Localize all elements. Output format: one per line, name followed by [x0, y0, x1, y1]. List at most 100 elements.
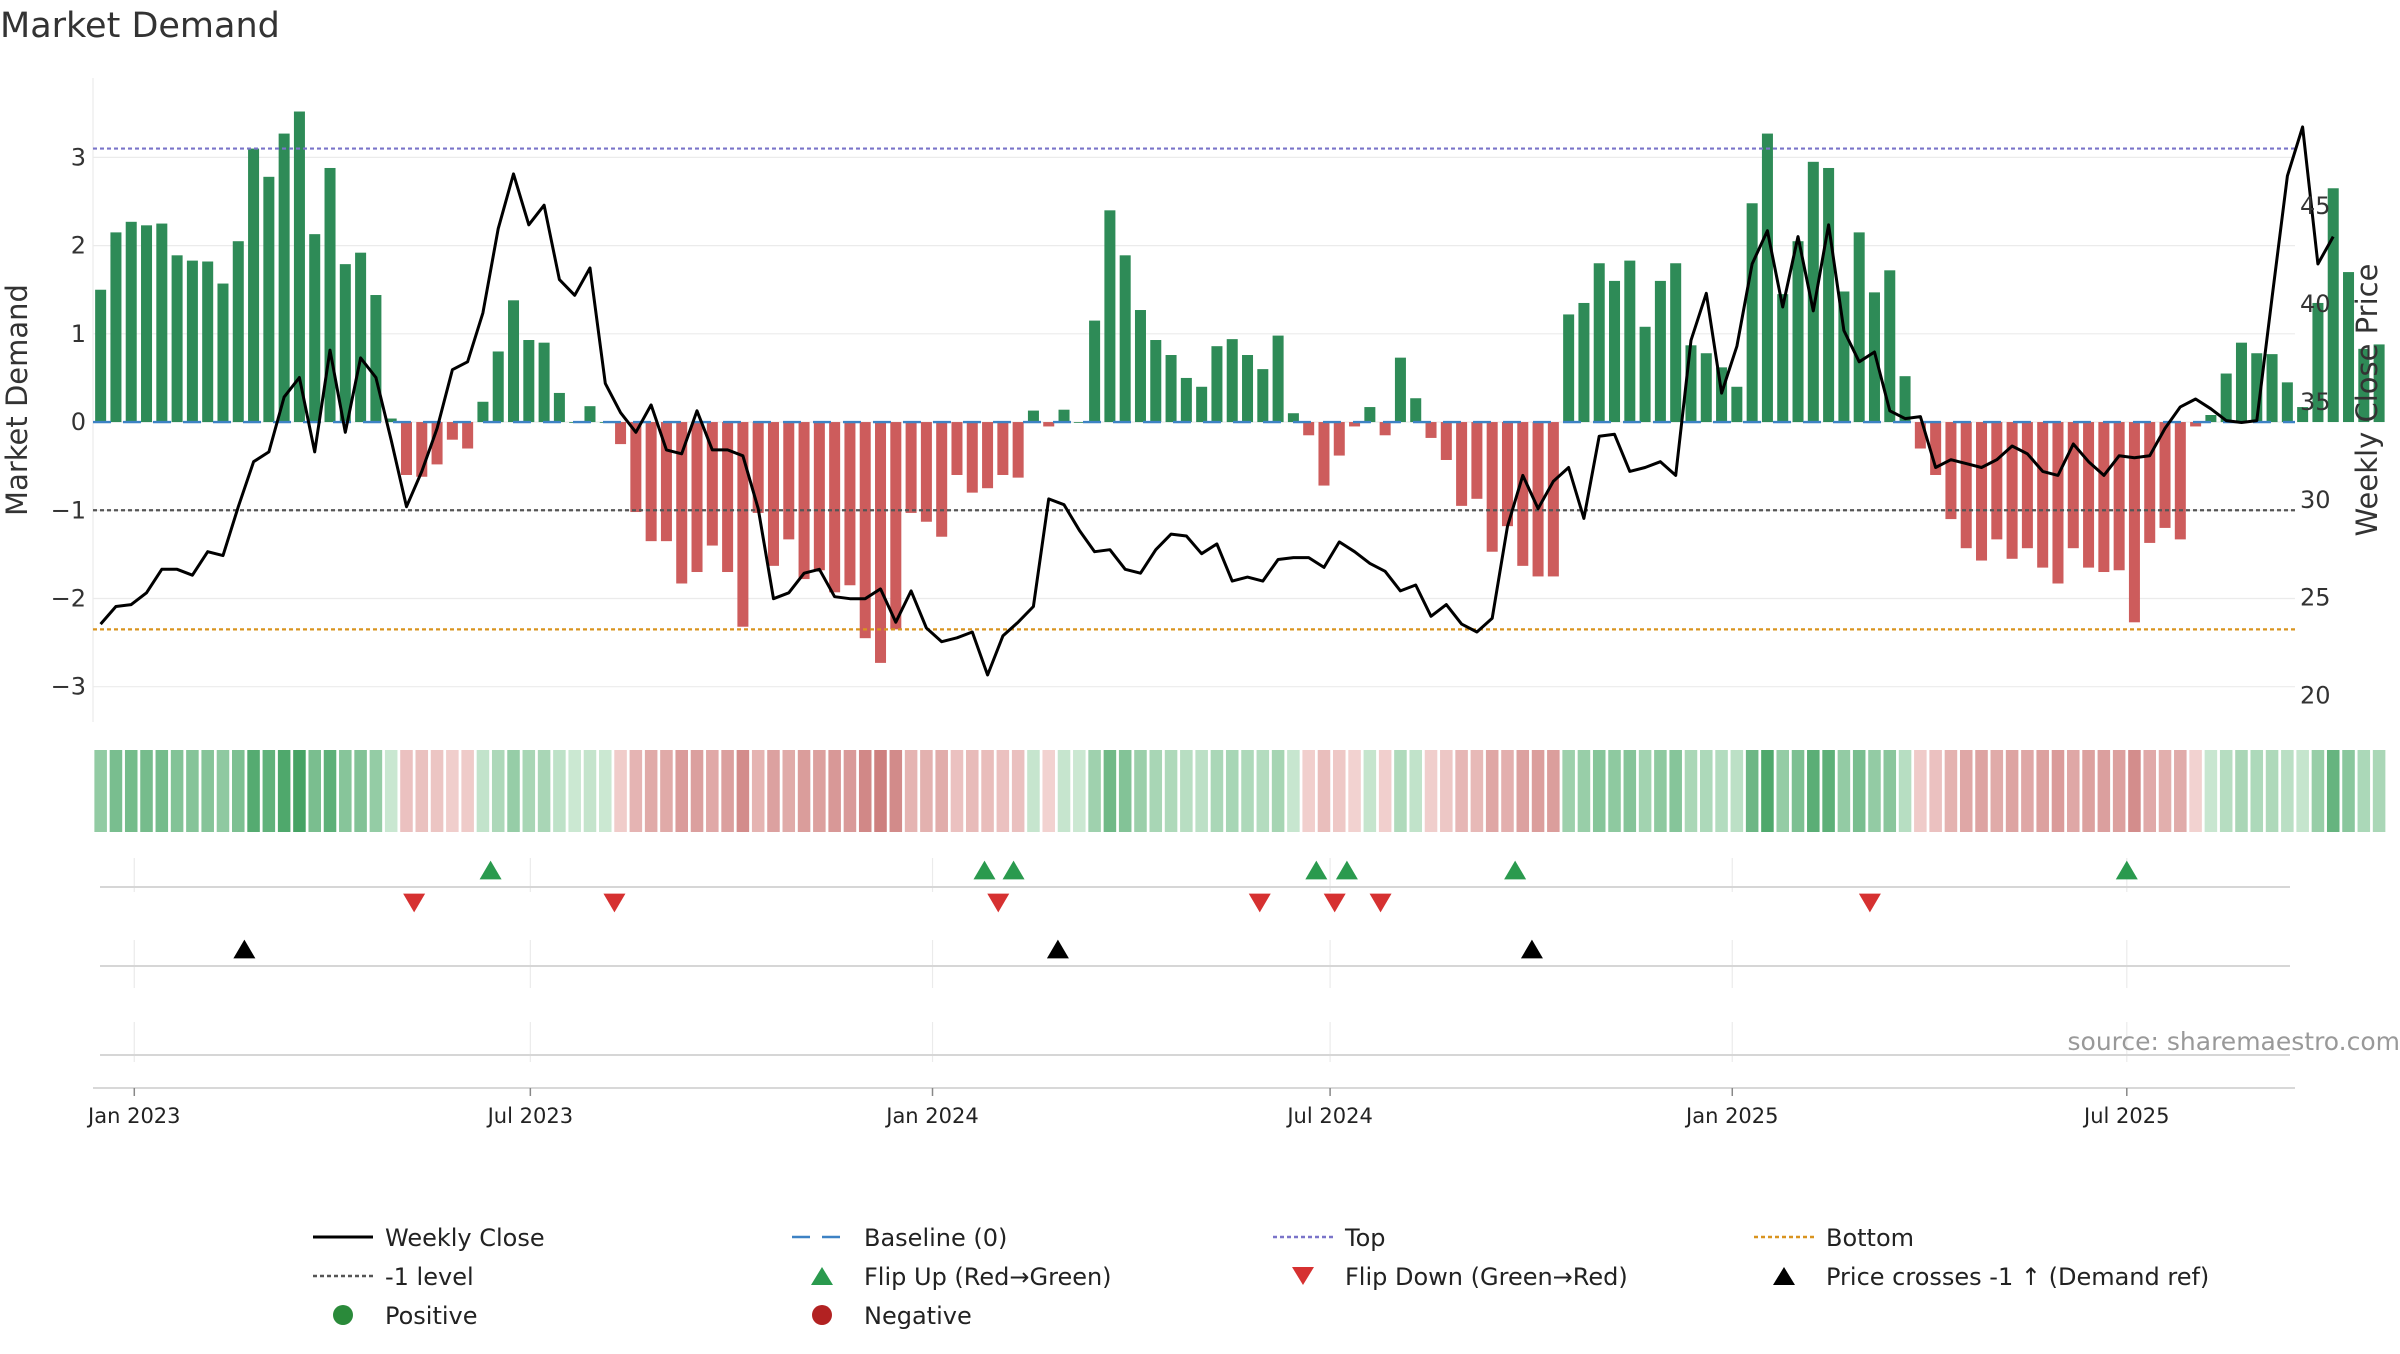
strip-cell — [1058, 750, 1071, 832]
price-cross-marker — [1047, 940, 1069, 959]
positive-bar — [1731, 387, 1742, 422]
strip-cell — [1685, 750, 1698, 832]
strip-cell — [1746, 750, 1759, 832]
strip-cell — [675, 750, 688, 832]
strip-cell — [431, 750, 444, 832]
strip-cell — [2021, 750, 2034, 832]
strip-cell — [263, 750, 276, 832]
strip-cell — [354, 750, 367, 832]
negative-bar — [1426, 422, 1437, 438]
strip-cell — [400, 750, 413, 832]
strip-cell — [890, 750, 903, 832]
positive-bar — [1150, 340, 1161, 422]
positive-bar — [1242, 355, 1253, 422]
strip-cell — [997, 750, 1010, 832]
gridlines — [93, 157, 2295, 1062]
strip-cell — [492, 750, 505, 832]
strip-cell — [171, 750, 184, 832]
strip-cell — [1180, 750, 1193, 832]
strip-cell — [1776, 750, 1789, 832]
positive-bar — [1104, 210, 1115, 422]
positive-bar — [584, 406, 595, 422]
strip-cell — [186, 750, 199, 832]
negative-bar — [936, 422, 947, 537]
positive-bar — [2267, 354, 2278, 422]
positive-bar — [248, 149, 259, 422]
negative-bar — [447, 422, 458, 440]
strip-cell — [1960, 750, 1973, 832]
strip-cell — [706, 750, 719, 832]
strip-cell — [935, 750, 948, 832]
strip-cell — [1654, 750, 1667, 832]
positive-bar — [539, 343, 550, 422]
strip-cell — [1318, 750, 1331, 832]
flip-down-marker — [1859, 894, 1881, 913]
strip-cell — [110, 750, 123, 832]
positive-bar — [1655, 281, 1666, 422]
strip-cell — [813, 750, 826, 832]
strip-cell — [1119, 750, 1132, 832]
strip-cell — [2143, 750, 2156, 832]
positive-bar — [1578, 303, 1589, 422]
strip-cell — [1012, 750, 1025, 832]
strip-cell — [538, 750, 551, 832]
strip-cell — [1517, 750, 1530, 832]
positive-bar — [263, 177, 274, 422]
legend-item-positive: Positive — [333, 1302, 478, 1330]
strip-cell — [783, 750, 796, 832]
strip-cell — [232, 750, 245, 832]
x-tick-label: Jan 2023 — [86, 1104, 181, 1128]
triangle-down-icon — [1292, 1267, 1314, 1285]
strip-cell — [1715, 750, 1728, 832]
strip-cell — [2159, 750, 2172, 832]
negative-bar — [615, 422, 626, 444]
strip-cell — [1226, 750, 1239, 832]
strip-cell — [584, 750, 597, 832]
positive-bar — [1640, 327, 1651, 422]
legend-label: Flip Up (Red→Green) — [864, 1263, 1112, 1291]
strip-cell — [94, 750, 107, 832]
x-tick-label: Jul 2025 — [2082, 1104, 2169, 1128]
negative-bar — [1013, 422, 1024, 478]
strip-cell — [1608, 750, 1621, 832]
legend-label: Baseline (0) — [864, 1224, 1007, 1252]
strip-cell — [2220, 750, 2233, 832]
positive-bar — [508, 300, 519, 422]
strip-cell — [2128, 750, 2141, 832]
negative-bar — [646, 422, 657, 541]
negative-bar — [783, 422, 794, 539]
positive-bar — [1028, 411, 1039, 422]
strip-cell — [446, 750, 459, 832]
negative-bar — [1318, 422, 1329, 486]
strip-cell — [1379, 750, 1392, 832]
strip-cell — [920, 750, 933, 832]
strip-cell — [1272, 750, 1285, 832]
strip-cell — [1914, 750, 1927, 832]
positive-bar — [370, 295, 381, 422]
strip-cell — [1547, 750, 1560, 832]
legend-item-baseline: Baseline (0) — [792, 1224, 1007, 1252]
positive-bar — [2221, 374, 2232, 423]
positive-bar — [126, 222, 137, 422]
strip-cell — [737, 750, 750, 832]
strip-cell — [905, 750, 918, 832]
strip-cell — [966, 750, 979, 832]
positive-bar — [1670, 263, 1681, 422]
negative-bar — [1945, 422, 1956, 519]
strip-cell — [2006, 750, 2019, 832]
legend-label: Top — [1344, 1224, 1386, 1252]
strip-cell — [385, 750, 398, 832]
strip-cell — [828, 750, 841, 832]
strip-cell — [1348, 750, 1361, 832]
positive-bar — [1563, 314, 1574, 422]
positive-bar — [355, 253, 366, 422]
positive-bar — [523, 340, 534, 422]
negative-bar — [2083, 422, 2094, 568]
negative-bar — [2052, 422, 2063, 583]
strip-cell — [981, 750, 994, 832]
negative-bar — [1380, 422, 1391, 435]
